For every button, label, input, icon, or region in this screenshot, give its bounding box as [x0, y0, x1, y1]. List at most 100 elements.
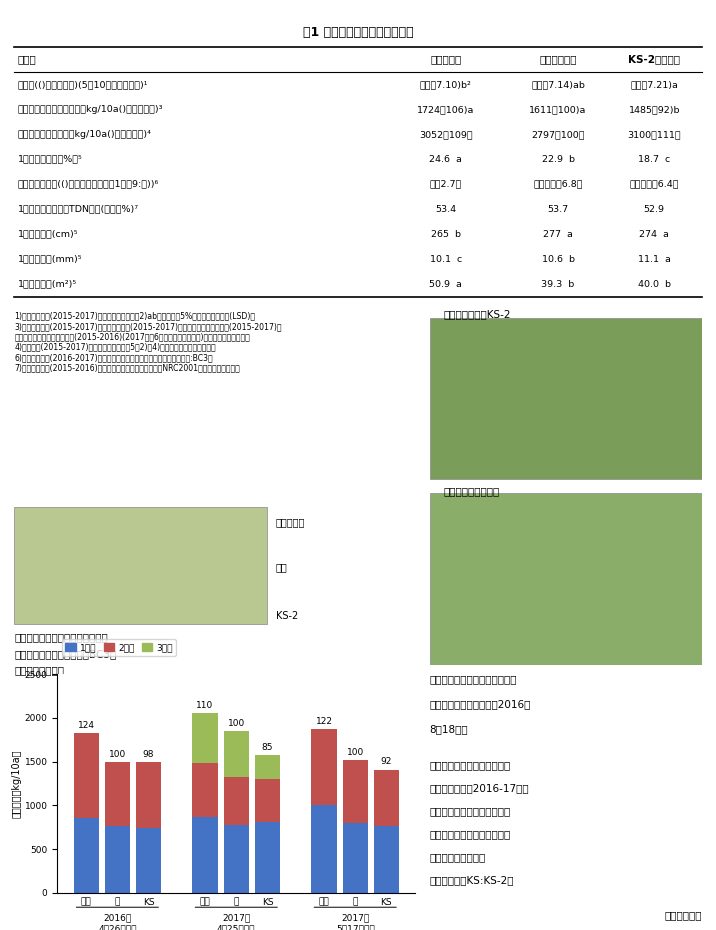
Text: 早晩性(()内は出穂期)(5月10日前後に播種)¹: 早晩性(()内は出穂期)(5月10日前後に播種)¹	[18, 80, 148, 89]
Text: かなり弱（6.8）: かなり弱（6.8）	[533, 179, 583, 189]
Text: ナツサカエ　　峰風: ナツサカエ 峰風	[443, 486, 500, 496]
Bar	[105, 827, 130, 893]
Text: 4月25日播種: 4月25日播種	[217, 924, 256, 930]
Text: 1番草の草丈(cm)⁵: 1番草の草丈(cm)⁵	[18, 230, 78, 239]
Text: 早生（7.14)ab: 早生（7.14)ab	[531, 80, 585, 89]
Text: 52.9: 52.9	[644, 205, 664, 214]
Text: 棒の上の数字は、峰風比。: 棒の上の数字は、峰風比。	[430, 806, 511, 817]
Bar	[311, 805, 337, 893]
Text: 1)九州沖縄農研(2015-2017)から算出した平均。2)ab異文字間で5%水準で有意差あり(LSD)。
3)福岡農林総試(2015-2017)、九州沖縄農研: 1)九州沖縄農研(2015-2017)から算出した平均。2)ab異文字間で5%水…	[14, 312, 282, 373]
Text: 100: 100	[347, 748, 364, 757]
Text: 4月26日播種: 4月26日播種	[98, 924, 137, 930]
Bar	[430, 318, 702, 479]
Text: 点病罹病程度（供試菌株：BC3）: 点病罹病程度（供試菌株：BC3）	[14, 649, 117, 658]
Text: （高井智之）: （高井智之）	[664, 910, 702, 921]
Bar	[223, 777, 249, 825]
Bar	[255, 822, 280, 893]
Text: 2017年: 2017年	[222, 914, 251, 923]
Text: 早生（7.10)b²: 早生（7.10)b²	[420, 80, 472, 89]
Bar	[105, 762, 130, 827]
Text: 53.7: 53.7	[548, 205, 569, 214]
Bar	[14, 507, 267, 624]
Text: 39.3  b: 39.3 b	[541, 280, 575, 288]
Text: 九州地域の年間乾物収量（kg/10a()内は標準比)³: 九州地域の年間乾物収量（kg/10a()内は標準比)³	[18, 105, 163, 113]
Text: 22.9  b: 22.9 b	[541, 154, 574, 164]
Text: ナツ：ナツサカエ、: ナツ：ナツサカエ、	[430, 853, 486, 862]
Text: 277  a: 277 a	[543, 230, 573, 239]
Text: 峰：峰風、　KS:KS-2。: 峰：峰風、 KS:KS-2。	[430, 875, 514, 885]
Text: 棒の左側の日付は収穫日。: 棒の左側の日付は収穫日。	[430, 830, 511, 840]
Bar	[374, 769, 399, 827]
Text: 11.1  a: 11.1 a	[638, 255, 671, 263]
Text: 8月18日）: 8月18日）	[430, 724, 468, 735]
Text: 中生（7.21)a: 中生（7.21)a	[630, 80, 678, 89]
Text: 2016年: 2016年	[103, 914, 132, 923]
Bar	[255, 779, 280, 822]
Text: KS-2: KS-2	[276, 611, 298, 621]
Bar	[255, 754, 280, 779]
Text: かなり弱（6.4）: かなり弱（6.4）	[629, 179, 679, 189]
Text: 124: 124	[77, 721, 95, 730]
Bar	[193, 817, 218, 893]
Text: 図２　自然発病におけるすす紋: 図２ 自然発病におけるすす紋	[430, 674, 517, 684]
Text: 病罹病程度（九沖農研、2016年: 病罹病程度（九沖農研、2016年	[430, 699, 531, 710]
Bar	[136, 762, 161, 828]
Text: 50.9  a: 50.9 a	[429, 280, 462, 288]
Text: 紫斑点病抵抗性(()内は罹病程度　（1無～9:甚))⁶: 紫斑点病抵抗性(()内は罹病程度 （1無～9:甚))⁶	[18, 179, 159, 189]
Text: 274  a: 274 a	[639, 230, 669, 239]
Text: 10.1  c: 10.1 c	[430, 255, 462, 263]
Text: 沖縄の年間乾物収量（kg/10a()内は標準比)⁴: 沖縄の年間乾物収量（kg/10a()内は標準比)⁴	[18, 130, 152, 139]
Bar	[430, 493, 702, 665]
Text: 図１　幼苗接種試験における紫斑: 図１ 幼苗接種試験における紫斑	[14, 632, 108, 643]
Text: 3052（109）: 3052（109）	[419, 130, 473, 139]
Text: 峰風（標準）: 峰風（標準）	[539, 55, 577, 64]
Text: ナツサカエ: ナツサカエ	[276, 517, 305, 526]
Bar	[74, 733, 99, 818]
Text: 100: 100	[228, 719, 245, 728]
Bar	[74, 818, 99, 893]
Text: 強（2.7）: 強（2.7）	[430, 179, 462, 189]
Text: 1485（92)b: 1485（92)b	[629, 105, 680, 113]
Text: 122: 122	[316, 717, 332, 726]
Text: ナツサカエ: ナツサカエ	[430, 55, 461, 64]
Text: 110: 110	[196, 700, 213, 710]
Text: 2017年: 2017年	[341, 914, 369, 923]
Text: 1番草の乾物率（%）⁵: 1番草の乾物率（%）⁵	[18, 154, 82, 164]
Bar	[223, 731, 249, 777]
Text: 40.0  b: 40.0 b	[638, 280, 671, 288]
Text: 図３　九州沖縄農研における: 図３ 九州沖縄農研における	[430, 761, 511, 771]
Bar	[193, 763, 218, 817]
Y-axis label: 乾物収量（kg/10a）: 乾物収量（kg/10a）	[11, 750, 21, 817]
Text: 表1 「ナツサカエ」の特性概要: 表1 「ナツサカエ」の特性概要	[303, 26, 413, 39]
Text: ナツサカエ　　KS-2: ナツサカエ KS-2	[443, 309, 511, 319]
Text: KS-2（比較）: KS-2（比較）	[628, 55, 680, 64]
Text: 24.6  a: 24.6 a	[429, 154, 462, 164]
Bar	[342, 760, 368, 823]
Text: 92: 92	[381, 757, 392, 766]
Text: 100: 100	[109, 750, 126, 759]
Bar	[223, 825, 249, 893]
Text: 53.4: 53.4	[435, 205, 456, 214]
Text: 1番草の茎葉の推定TDN含量(乾物中%)⁷: 1番草の茎葉の推定TDN含量(乾物中%)⁷	[18, 205, 139, 214]
Text: 98: 98	[143, 750, 155, 759]
Text: 10.6  b: 10.6 b	[541, 255, 574, 263]
Text: 1724（106)a: 1724（106)a	[417, 105, 474, 113]
Text: （九州沖縄農研）: （九州沖縄農研）	[14, 665, 64, 675]
Text: 18.7  c: 18.7 c	[638, 154, 670, 164]
Text: 1番草の茎数(m²)⁵: 1番草の茎数(m²)⁵	[18, 280, 77, 288]
Text: 播種期試験（2016-17年）: 播種期試験（2016-17年）	[430, 783, 529, 793]
Text: 形　質: 形 質	[18, 55, 37, 64]
Text: 峰風: 峰風	[276, 563, 287, 572]
Text: 85: 85	[262, 743, 274, 751]
Legend: 1番草, 2番草, 3番草: 1番草, 2番草, 3番草	[62, 640, 176, 656]
Bar	[193, 712, 218, 763]
Bar	[374, 827, 399, 893]
Bar	[311, 729, 337, 805]
Text: 265  b: 265 b	[430, 230, 460, 239]
Text: 2797（100）: 2797（100）	[531, 130, 585, 139]
Bar	[136, 828, 161, 893]
Text: 5月17日播種: 5月17日播種	[336, 924, 374, 930]
Bar	[342, 823, 368, 893]
Text: 3100（111）: 3100（111）	[627, 130, 681, 139]
Text: 1611（100)a: 1611（100)a	[529, 105, 586, 113]
